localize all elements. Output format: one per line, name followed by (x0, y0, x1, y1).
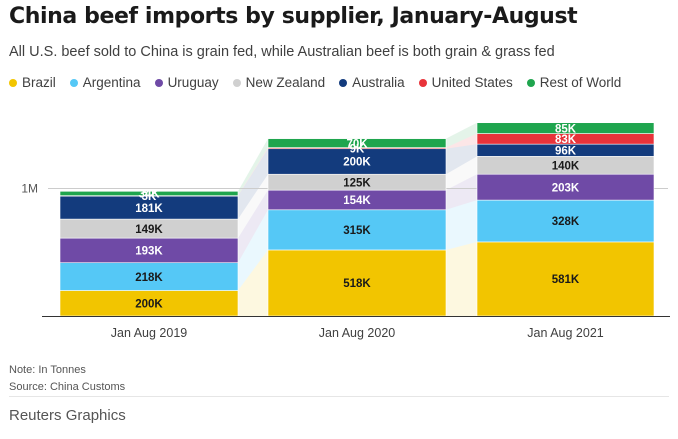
legend-label: New Zealand (245, 75, 326, 90)
connector-band-united-states (446, 133, 477, 149)
legend-label: Brazil (22, 75, 56, 90)
credit: Reuters Graphics (9, 407, 126, 424)
data-label: 149K (135, 224, 163, 236)
legend-item-argentina: Argentina (69, 75, 141, 90)
legend-swatch (154, 78, 163, 87)
connector-band-uruguay (238, 190, 268, 263)
bar-segment-uruguay (476, 173, 655, 201)
bar-segment-brazil (267, 249, 447, 317)
legend-swatch (339, 78, 348, 87)
legend-swatch (232, 78, 241, 87)
legend-label: Argentina (82, 75, 141, 90)
connector-band-uruguay (446, 174, 477, 210)
legend-item-rest-of-world: Rest of World (526, 75, 622, 90)
bars (59, 122, 655, 317)
footnote: Note: In Tonnes Source: China Customs (9, 362, 125, 396)
bar-segment-argentina (59, 262, 239, 291)
bar-segment-brazil (476, 241, 655, 317)
data-label: 70K (346, 138, 368, 150)
data-label: 140K (552, 160, 580, 172)
legend: Brazil Argentina Uruguay New Zealand Austral… (9, 75, 635, 90)
connector-band-new-zealand (238, 174, 268, 239)
legend-swatch (69, 78, 78, 87)
data-label: 193K (135, 246, 163, 258)
data-label: 315K (343, 225, 371, 237)
data-label: 96K (555, 145, 577, 157)
connector-band-brazil (238, 249, 268, 316)
connector-band-australia (446, 144, 477, 175)
legend-label: Uruguay (167, 75, 219, 90)
chart-subtitle: All U.S. beef sold to China is grain fed… (9, 44, 555, 60)
data-label: 181K (135, 203, 163, 215)
legend-item-brazil: Brazil (9, 75, 56, 90)
x-axis: Jan Aug 2019 Jan Aug 2020 Jan Aug 2021 (42, 316, 670, 340)
data-label: 203K (552, 182, 580, 194)
data-label: 218K (135, 272, 163, 284)
connector-band-rest-of-world (446, 122, 477, 148)
x-tick-label: Jan Aug 2020 (319, 326, 396, 340)
connector-band-rest-of-world (238, 138, 268, 196)
legend-label: Australia (352, 75, 405, 90)
connector-band-new-zealand (446, 156, 477, 191)
data-label: 328K (552, 216, 580, 228)
data-label: 125K (343, 177, 371, 189)
bar-segment-rest-of-world (476, 122, 655, 134)
bar-segment-uruguay (59, 237, 239, 264)
data-label: 85K (555, 123, 577, 135)
bar-segment-rest-of-world (267, 138, 447, 148)
data-label: 518K (343, 278, 371, 290)
legend-swatch (526, 78, 535, 87)
legend-swatch (9, 78, 17, 87)
source-text: Source: China Customs (9, 381, 126, 393)
note-text: Note: In Tonnes (9, 364, 86, 376)
legend-swatch (418, 78, 427, 87)
legend-item-united-states: United States (418, 75, 513, 90)
legend-item-australia: Australia (339, 75, 405, 90)
connector-band-argentina (238, 209, 268, 291)
data-label: 9K (350, 143, 365, 155)
bar-segment-brazil (59, 290, 239, 317)
chart-title: China beef imports by supplier, January-… (9, 4, 578, 29)
connector-bands (238, 122, 477, 316)
divider (9, 396, 669, 397)
connector-band-united-states (238, 147, 268, 197)
data-label: 3K (142, 191, 157, 203)
bar-segment-argentina (476, 199, 655, 243)
legend-label: Rest of World (539, 75, 622, 90)
connector-band-brazil (446, 241, 477, 316)
data-label: 581K (552, 274, 580, 286)
legend-item-new-zealand: New Zealand (232, 75, 326, 90)
data-label: 83K (555, 134, 577, 146)
legend-label: United States (431, 75, 513, 90)
bar-segment-rest-of-world (59, 191, 239, 196)
bar-segment-argentina (267, 209, 447, 251)
connector-band-argentina (446, 200, 477, 250)
data-label: 200K (135, 298, 163, 310)
connector-band-australia (238, 148, 268, 220)
data-label: 200K (343, 157, 371, 169)
x-tick-label: Jan Aug 2021 (527, 326, 604, 340)
legend-item-uruguay: Uruguay (154, 75, 219, 90)
x-tick-label: Jan Aug 2019 (111, 326, 188, 340)
y-tick-label: 1M (21, 182, 38, 196)
data-label: 34K (138, 189, 160, 201)
data-label: 154K (343, 195, 371, 207)
